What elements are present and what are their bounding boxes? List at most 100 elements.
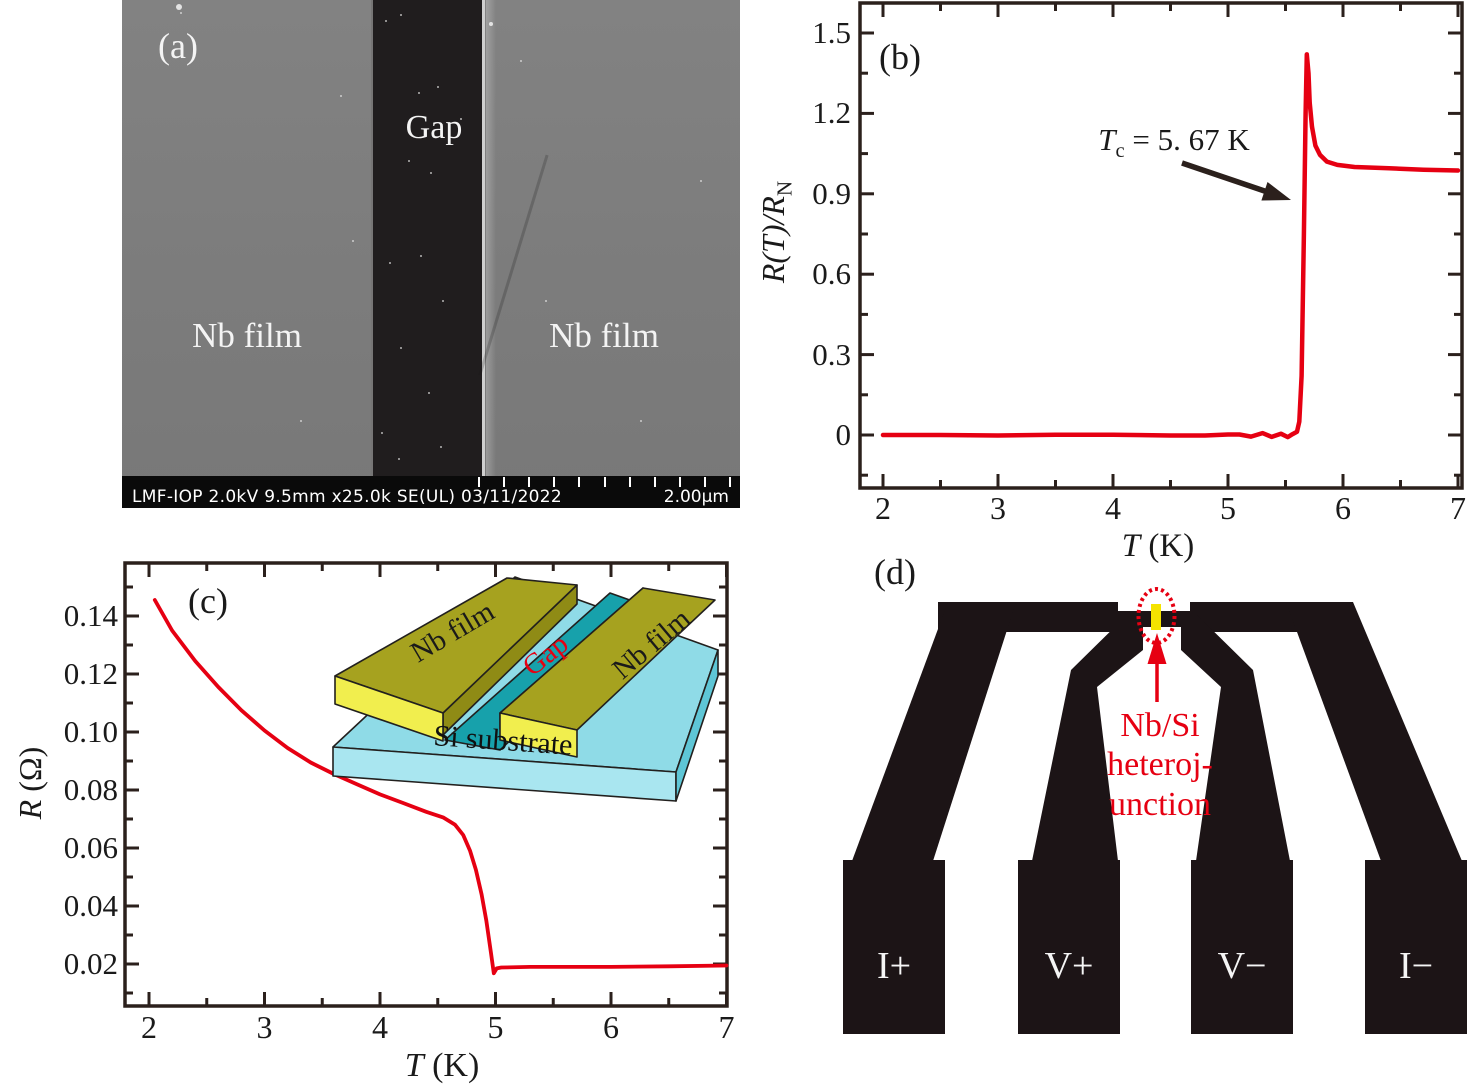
tick-label: 0.12 [63, 656, 118, 691]
ruler-tick [553, 477, 556, 487]
junction-annotation-line1: Nb/Si [1120, 707, 1200, 744]
ruler-tick [628, 477, 631, 487]
tick-label: 6 [1335, 490, 1351, 526]
junction-annotation-line3: unction [1109, 785, 1211, 823]
sem-speckle [489, 22, 493, 26]
panel-c-axes [123, 561, 729, 1008]
sem-speckle [180, 12, 182, 14]
pad-v-plus [1018, 860, 1120, 1034]
panel-b-curve [880, 52, 1461, 440]
electrode-leg-v-plus [1032, 612, 1143, 861]
sem-film-right-label: Nb film [549, 316, 659, 355]
panel-d-label: (d) [874, 552, 916, 592]
tick-label: 1.2 [812, 95, 851, 131]
sem-film-left-label: Nb film [192, 316, 302, 355]
tick-label: 0.06 [63, 830, 118, 865]
sem-speckle [545, 300, 547, 302]
sem-speckle [520, 60, 522, 62]
electrode-leg-v-minus [1181, 612, 1290, 861]
tick-label: 0.04 [63, 888, 118, 923]
tick-label: 1.5 [812, 15, 851, 50]
ruler-tick [703, 477, 706, 487]
sem-speckle [418, 92, 420, 94]
panel-a-label: (a) [158, 26, 198, 66]
tick-label: 4 [372, 1009, 388, 1045]
panel-c-curve [152, 598, 729, 976]
ruler-tick [729, 477, 731, 487]
panel-b-xlabel: T (K) [1121, 528, 1195, 564]
sem-speckle [460, 118, 462, 120]
inset-schematic [332, 576, 719, 802]
tick-label: 5 [487, 1009, 504, 1045]
pad-label-v-minus: V− [1217, 945, 1267, 987]
tc-annotation: Tc = 5. 67 K [1098, 122, 1250, 163]
tick-label: 0.9 [812, 175, 851, 211]
tick-label: 3 [990, 490, 1006, 526]
sem-metadata-text: LMF-IOP 2.0kV 9.5mm x25.0k SE(UL) 03/11/… [132, 487, 563, 507]
inset-left-film-front [334, 675, 444, 742]
sem-speckle [430, 172, 432, 174]
tick-label: 4 [1105, 490, 1121, 526]
ruler-tick [528, 477, 531, 487]
tick-label: 0.14 [63, 598, 118, 633]
tick-label: 6 [603, 1009, 619, 1045]
tick-label: 0.08 [63, 772, 118, 807]
tc-arrow [1181, 160, 1291, 201]
tick-label: 5 [1220, 490, 1236, 526]
sem-speckle [420, 255, 422, 257]
panel-b-axes [858, 1, 1464, 490]
sem-gap-label: Gap [405, 109, 463, 146]
inset-right-film-front [499, 712, 578, 758]
tick-label: 7 [718, 1009, 735, 1045]
sem-gap-edge-glow [486, 0, 496, 477]
sem-speckle [442, 300, 444, 302]
electrode-leg-i-plus [852, 602, 1016, 861]
junction-annotation-line2: heteroj- [1107, 746, 1213, 784]
panel-c-xlabel: T (K) [404, 1047, 480, 1084]
junction-highlight-ellipse [1136, 587, 1177, 645]
sem-speckle [400, 347, 402, 349]
tick-label: 0.10 [63, 714, 118, 749]
panel-b-ylabel: R(T)/RN [755, 180, 797, 284]
panel-b-label: (b) [879, 37, 921, 77]
sem-speckle [700, 180, 702, 182]
pad-label-v-plus: V+ [1044, 945, 1094, 987]
tick-label: 2 [875, 490, 891, 526]
pad-label-i-minus: I− [1398, 945, 1434, 987]
sem-info-bar: LMF-IOP 2.0kV 9.5mm x25.0k SE(UL) 03/11/… [122, 476, 740, 508]
tick-label: 0.3 [812, 336, 851, 372]
inset-substrate-side [675, 649, 719, 802]
sem-speckle [398, 458, 400, 460]
sem-speckle [340, 95, 342, 97]
sem-speckle [437, 86, 439, 88]
ruler-tick [678, 477, 681, 487]
tick-label: 2 [141, 1009, 157, 1045]
electrode-leg-i-minus [1286, 602, 1462, 861]
ruler-tick [503, 477, 506, 487]
ruler-tick [603, 477, 606, 487]
sem-scale-label: 2.00μm [663, 487, 729, 507]
ruler-tick [578, 477, 581, 487]
junction-annotation: Nb/Si heteroj- unction [1035, 706, 1285, 824]
sem-speckle [389, 262, 391, 264]
sem-speckle [428, 392, 430, 394]
panel-c-plot [123, 561, 729, 1008]
sem-gap-band [371, 0, 485, 477]
tick-label: 0.02 [63, 946, 118, 981]
sem-speckle [440, 446, 442, 448]
panel-c-label: (c) [188, 581, 228, 621]
sem-micrograph: LMF-IOP 2.0kV 9.5mm x25.0k SE(UL) 03/11/… [122, 0, 740, 508]
pad-i-minus [1365, 860, 1467, 1034]
sem-speckle [381, 432, 383, 434]
ruler-tick [478, 477, 480, 487]
tick-label: 7 [1450, 490, 1466, 526]
junction-arrow [1147, 633, 1167, 702]
sem-speckle [176, 4, 182, 10]
tick-label: 3 [256, 1009, 273, 1045]
panel-d-schematic [843, 587, 1467, 1034]
nb-si-junction-bar [1151, 604, 1161, 630]
pad-i-plus [843, 860, 945, 1034]
sem-speckle [408, 160, 410, 162]
sem-speckle [352, 240, 354, 242]
